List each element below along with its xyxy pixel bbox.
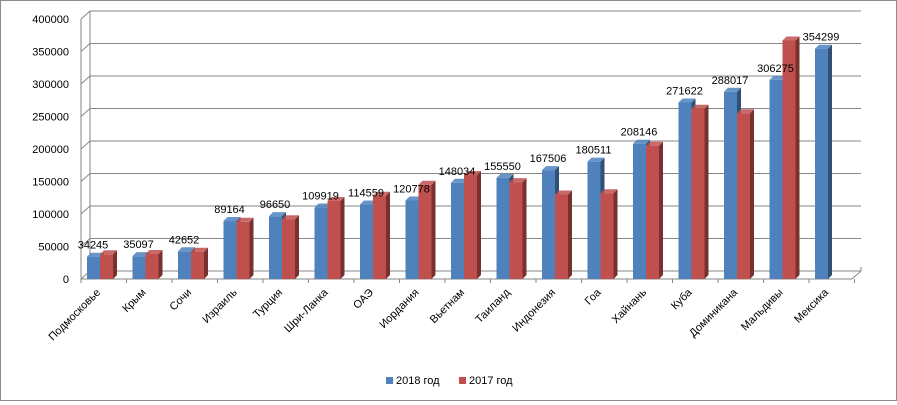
x-tick-label: Гоа bbox=[583, 286, 604, 307]
legend-label-2017: 2017 год bbox=[469, 375, 513, 387]
grid-diagonal bbox=[80, 238, 91, 247]
grid-diagonal bbox=[80, 75, 91, 85]
y-axis-ticks: 0 50000 100000 150000 200000 250000 300000 3500… bbox=[32, 14, 69, 286]
bar-2017 bbox=[600, 189, 618, 279]
bar-2017 bbox=[100, 250, 117, 279]
data-label: 148034 bbox=[439, 166, 476, 178]
grid-diagonal bbox=[80, 205, 91, 215]
data-label: 34245 bbox=[78, 240, 109, 252]
y-tick-label: 50000 bbox=[38, 242, 69, 254]
x-tick-label: Куба bbox=[669, 286, 695, 312]
data-label: 271622 bbox=[666, 85, 703, 97]
data-label: 208146 bbox=[621, 127, 658, 139]
bar-2017 bbox=[782, 36, 800, 280]
grid-diagonal bbox=[80, 173, 91, 182]
bar-2017 bbox=[509, 178, 527, 279]
y-tick-label: 0 bbox=[63, 274, 69, 286]
x-tick-label: Сочи bbox=[167, 287, 194, 314]
legend-label-2018: 2018 год bbox=[396, 375, 440, 387]
y-tick-label: 100000 bbox=[32, 209, 69, 221]
x-tick-label: Мальдивы bbox=[739, 287, 786, 334]
bar-2017 bbox=[418, 180, 436, 279]
x-tick-label: ОАЭ bbox=[351, 287, 376, 312]
y-tick-label: 300000 bbox=[32, 79, 69, 91]
data-label: 288017 bbox=[712, 75, 749, 87]
legend: 2018 год 2017 год bbox=[386, 375, 513, 387]
bar-2017 bbox=[191, 247, 208, 279]
bar-2017 bbox=[737, 109, 754, 279]
data-label: 42652 bbox=[169, 234, 200, 246]
x-tick-label: Доминикана bbox=[687, 286, 741, 340]
bars bbox=[87, 36, 832, 280]
bar-2017 bbox=[145, 249, 163, 279]
data-label: 114559 bbox=[348, 188, 384, 200]
grid-diagonal bbox=[80, 10, 91, 20]
bar-2018 bbox=[815, 44, 832, 279]
x-tick-label: Шри-Ланка bbox=[282, 286, 331, 335]
bar-2017 bbox=[236, 217, 254, 279]
y-tick-label: 200000 bbox=[32, 144, 69, 156]
y-tick-label: 350000 bbox=[32, 47, 69, 59]
bar-2017 bbox=[464, 171, 481, 279]
y-tick-label: 250000 bbox=[32, 112, 69, 124]
bar-2017 bbox=[691, 104, 709, 279]
data-label: 96650 bbox=[260, 199, 291, 211]
data-label: 180511 bbox=[576, 145, 612, 157]
x-tick-label: Хайнань bbox=[610, 286, 650, 326]
bar-2017 bbox=[282, 215, 299, 279]
x-axis-ticks: Подмосковье Крым Сочи Израиль ТурцияШри-Ланк… bbox=[46, 286, 831, 343]
bar-2017 bbox=[555, 190, 572, 279]
x-tick-label: Мексика bbox=[792, 286, 832, 326]
x-tick-label: Индонезия bbox=[510, 287, 558, 335]
grid-diagonal bbox=[80, 140, 91, 150]
data-label: 167506 bbox=[530, 153, 567, 165]
bar-2017 bbox=[373, 191, 390, 279]
data-label: 35097 bbox=[123, 239, 154, 251]
x-tick-label: Таиланд bbox=[473, 286, 513, 326]
data-label: 155550 bbox=[484, 161, 521, 173]
data-labels: 34245 35097 42652 89164 96650 109919 114559 120… bbox=[78, 32, 840, 252]
legend-swatch-2018 bbox=[386, 377, 393, 384]
grid-diagonal bbox=[80, 108, 91, 117]
floor-edge bbox=[851, 270, 862, 280]
bar-2017 bbox=[646, 141, 663, 279]
data-label: 109919 bbox=[302, 191, 339, 203]
data-label: 89164 bbox=[214, 204, 245, 216]
y-tick-label: 400000 bbox=[32, 14, 69, 26]
data-label: 120778 bbox=[393, 183, 430, 195]
bar-2017 bbox=[327, 197, 345, 279]
x-tick-label: Иордания bbox=[377, 287, 421, 331]
data-label: 306275 bbox=[757, 63, 794, 75]
data-label: 354299 bbox=[803, 32, 840, 44]
x-tick-label: Вьетнам bbox=[428, 287, 467, 326]
grid-diagonal bbox=[80, 43, 91, 52]
legend-swatch-2017 bbox=[459, 377, 466, 384]
y-tick-label: 150000 bbox=[32, 177, 69, 189]
x-tick-label: Турция bbox=[251, 287, 285, 321]
x-tick-label: Подмосковье bbox=[46, 287, 103, 344]
x-tick-label: Крым bbox=[120, 287, 148, 315]
x-tick-label: Израиль bbox=[200, 286, 239, 325]
